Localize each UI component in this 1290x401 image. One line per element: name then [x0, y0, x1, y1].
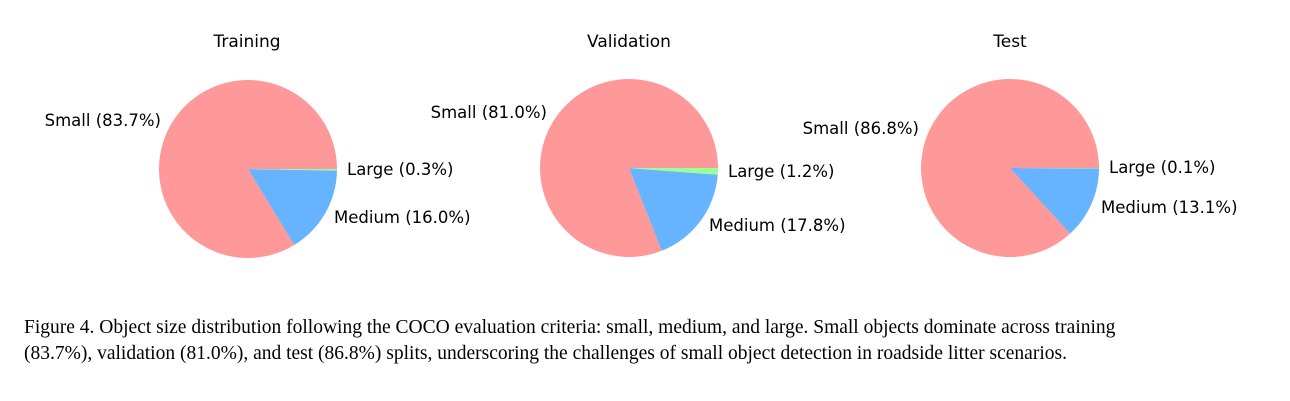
slice-label-large-training: Large (0.3%) [347, 160, 453, 179]
slice-label-medium-validation: Medium (17.8%) [709, 216, 846, 235]
slice-label-medium-training: Medium (16.0%) [334, 208, 471, 227]
pie-slices-training [159, 79, 337, 258]
caption-line-1: Figure 4. Object size distribution follo… [24, 317, 1116, 338]
pie-slice-medium-validation [629, 168, 718, 251]
slice-label-large-validation: Large (1.2%) [728, 162, 834, 181]
slice-label-medium-test: Medium (13.1%) [1101, 198, 1238, 217]
pie-chart-validation: Validation Small (81.0%) Medium (17.8%) … [431, 32, 846, 257]
pie-slices-test [920, 79, 1099, 258]
pie-slice-medium-test [1010, 168, 1099, 234]
figure-caption: Figure 4. Object size distribution follo… [24, 315, 1274, 367]
chart-title-test: Test [992, 32, 1027, 52]
pie-slices-validation [540, 78, 718, 257]
pie-slice-small-validation [540, 78, 718, 257]
slice-label-large-test: Large (0.1%) [1109, 158, 1215, 177]
slice-label-small-test: Small (86.8%) [803, 119, 919, 138]
pie-slice-small-training [159, 79, 337, 258]
pie-chart-test: Test Small (86.8%) Medium (13.1%) Large … [803, 32, 1238, 258]
pie-slice-medium-training [248, 169, 337, 246]
slice-label-small-validation: Small (81.0%) [431, 103, 547, 122]
chart-title-validation: Validation [587, 32, 671, 52]
caption-line-2: (83.7%), validation (81.0%), and test (8… [24, 343, 1067, 364]
pie-chart-training: Training Small (83.7%) Medium (16.0%) La… [45, 32, 471, 258]
pie-slice-small-test [920, 79, 1099, 258]
pie-slice-large-test [1010, 168, 1099, 169]
slice-label-small-training: Small (83.7%) [45, 111, 161, 130]
pie-slice-large-training [248, 169, 337, 171]
chart-title-training: Training [212, 32, 280, 52]
pie-chart-figure: Training Small (83.7%) Medium (16.0%) La… [45, 32, 1238, 258]
pie-slice-large-validation [629, 168, 718, 175]
